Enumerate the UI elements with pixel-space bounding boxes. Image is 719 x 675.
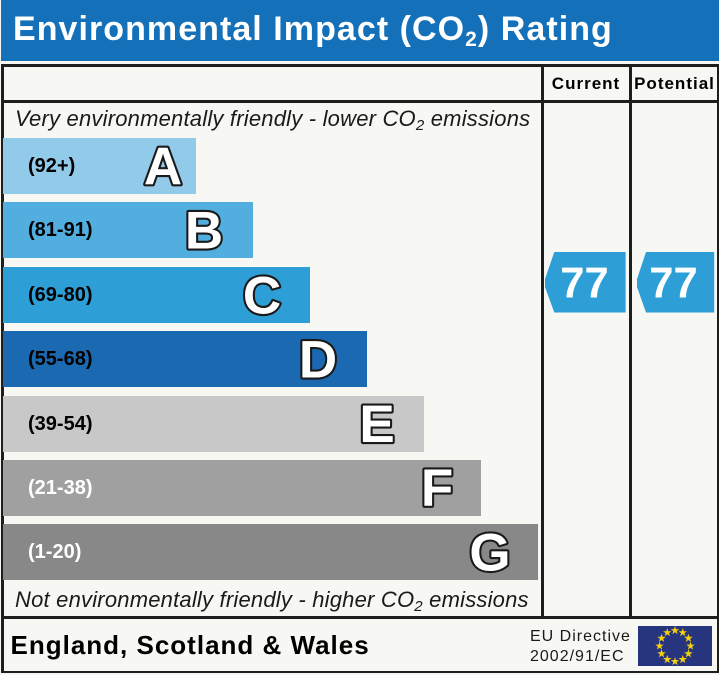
- svg-text:B: B: [185, 201, 223, 260]
- svg-text:C: C: [243, 266, 281, 325]
- svg-text:D: D: [299, 331, 337, 390]
- svg-text:E: E: [359, 395, 394, 454]
- svg-text:77: 77: [560, 259, 608, 307]
- svg-text:F: F: [421, 459, 453, 518]
- svg-text:G: G: [469, 523, 510, 582]
- svg-text:77: 77: [649, 259, 697, 307]
- svg-text:A: A: [144, 137, 182, 196]
